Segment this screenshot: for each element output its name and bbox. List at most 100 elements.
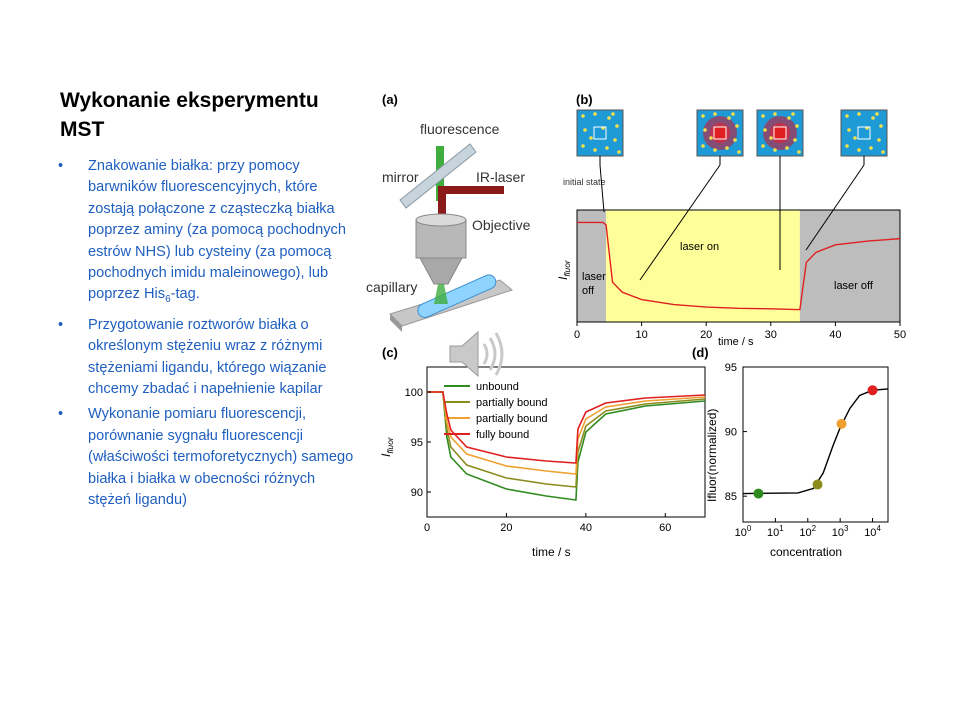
particle-0-0 bbox=[581, 114, 585, 118]
series-line-c-3 bbox=[427, 391, 706, 464]
particle-2-4 bbox=[763, 128, 767, 132]
label-ir-laser: IR-laser bbox=[476, 169, 525, 185]
fit-curve-d bbox=[742, 388, 889, 495]
focus-square-1 bbox=[713, 126, 727, 140]
particle-0-9 bbox=[605, 146, 609, 150]
x-tick-label-b-4: 40 bbox=[829, 329, 841, 341]
panel-c-tag: (c) bbox=[382, 345, 398, 360]
particle-1-12 bbox=[731, 112, 735, 116]
bullet-list: Znakowanie białka: przy pomocy barwników… bbox=[58, 156, 358, 515]
particle-3-4 bbox=[847, 128, 851, 132]
particle-0-7 bbox=[581, 144, 585, 148]
panel-a-tag: (a) bbox=[382, 92, 398, 107]
y-tick-label-c-1: 95 bbox=[411, 437, 423, 449]
plot-frame-d bbox=[742, 366, 889, 523]
y-axis-label-c: Ifluor bbox=[379, 436, 395, 457]
particle-2-11 bbox=[769, 136, 773, 140]
particle-2-9 bbox=[785, 146, 789, 150]
particle-1-2 bbox=[727, 116, 731, 120]
particle-2-12 bbox=[791, 112, 795, 116]
region-0 bbox=[577, 210, 607, 322]
particle-2-2 bbox=[787, 116, 791, 120]
snapshot-0 bbox=[576, 109, 624, 165]
x-tick-label-b-5: 50 bbox=[894, 329, 906, 341]
speaker-wave-1 bbox=[482, 343, 489, 365]
mirror-shape bbox=[399, 143, 477, 209]
particle-1-8 bbox=[713, 148, 717, 152]
snapshot-3 bbox=[840, 109, 888, 165]
legend-label-c-2: partially bound bbox=[476, 413, 548, 425]
legend-label-c-0: unbound bbox=[476, 381, 519, 393]
particle-0-10 bbox=[617, 150, 621, 154]
panel-d-tag: (d) bbox=[692, 345, 709, 360]
particle-2-7 bbox=[761, 144, 765, 148]
x-tick-label-c-0: 0 bbox=[424, 522, 430, 534]
pointer-arrow-0 bbox=[599, 164, 605, 213]
label-objective: Objective bbox=[472, 217, 531, 233]
panel-d: (d) 100 101 102 103 104 85 90 95 concentration If… bbox=[692, 345, 889, 559]
x-axis-label-d: concentration bbox=[770, 545, 842, 559]
y-tick-label-d-2: 95 bbox=[725, 362, 737, 374]
series-line-c-2 bbox=[427, 391, 706, 475]
particle-1-3 bbox=[735, 124, 739, 128]
particle-1-9 bbox=[725, 146, 729, 150]
bullet-item-preparation: Przygotowanie roztworów białka o określo… bbox=[58, 315, 358, 401]
particle-1-7 bbox=[701, 144, 705, 148]
legend-label-c-3: fully bound bbox=[476, 429, 529, 441]
panel-b-tag: (b) bbox=[576, 92, 593, 107]
particle-3-2 bbox=[871, 116, 875, 120]
y-axis-label-d: Ifluor(normalized) bbox=[705, 409, 719, 502]
x-tick-label-c-3: 60 bbox=[659, 522, 671, 534]
plot-frame-c bbox=[426, 366, 706, 518]
focus-square-2 bbox=[773, 126, 787, 140]
particle-2-8 bbox=[773, 148, 777, 152]
panel-b: (b) initial state laser off laser on laser … bbox=[556, 92, 906, 348]
particle-1-0 bbox=[701, 114, 705, 118]
pointer-arrow-3 bbox=[805, 164, 865, 251]
particle-0-8 bbox=[593, 148, 597, 152]
capillary-body bbox=[417, 274, 497, 318]
speaker-wave-2 bbox=[488, 337, 497, 371]
snapshot-2 bbox=[756, 109, 804, 165]
y-axis-label-b: Ifluor bbox=[556, 259, 572, 280]
x-tick-label-d-2: 102 bbox=[799, 524, 816, 539]
snapshot-1 bbox=[696, 109, 744, 165]
particle-0-4 bbox=[583, 128, 587, 132]
particle-3-8 bbox=[857, 148, 861, 152]
x-axis-label-b: time / s bbox=[718, 336, 754, 348]
focus-beam bbox=[434, 284, 448, 304]
stage-edge bbox=[390, 314, 402, 332]
particle-3-6 bbox=[877, 138, 881, 142]
x-tick-label-b-0: 0 bbox=[574, 329, 580, 341]
speaker-icon[interactable] bbox=[446, 328, 508, 380]
bullet-item-measurement: Wykonanie pomiaru fluorescencji, porówna… bbox=[58, 404, 358, 511]
particle-0-3 bbox=[615, 124, 619, 128]
region-label-laser-off-1b: off bbox=[582, 285, 595, 297]
particle-0-2 bbox=[607, 116, 611, 120]
data-point-d-1 bbox=[812, 479, 823, 490]
bullet-item-labeling: Znakowanie białka: przy pomocy barwników… bbox=[58, 156, 358, 311]
particle-2-1 bbox=[773, 112, 777, 116]
pointer-arrow-1 bbox=[639, 164, 721, 281]
y-tick-label-d-1: 90 bbox=[725, 427, 737, 439]
legend-label-c-1: partially bound bbox=[476, 397, 548, 409]
mst-figure: (a) fluorescence mirror IR-laser Objecti… bbox=[360, 82, 920, 572]
particle-1-11 bbox=[709, 136, 713, 140]
x-axis-label-c: time / s bbox=[532, 545, 571, 559]
y-tick-label-c-0: 90 bbox=[411, 487, 423, 499]
particle-2-10 bbox=[797, 150, 801, 154]
data-point-d-2 bbox=[836, 418, 847, 429]
region-label-laser-on: laser on bbox=[680, 241, 719, 253]
data-point-d-0 bbox=[753, 488, 764, 499]
plot-frame-b bbox=[576, 209, 901, 323]
particle-3-9 bbox=[869, 146, 873, 150]
particle-1-6 bbox=[733, 138, 737, 142]
capillary-tube bbox=[417, 274, 497, 318]
speaker-wave-3 bbox=[494, 332, 504, 376]
particle-0-6 bbox=[613, 138, 617, 142]
ir-beam-horizontal bbox=[438, 186, 504, 194]
x-tick-label-b-2: 20 bbox=[700, 329, 712, 341]
particle-3-10 bbox=[881, 150, 885, 154]
particle-1-10 bbox=[737, 150, 741, 154]
x-tick-label-c-2: 40 bbox=[580, 522, 592, 534]
